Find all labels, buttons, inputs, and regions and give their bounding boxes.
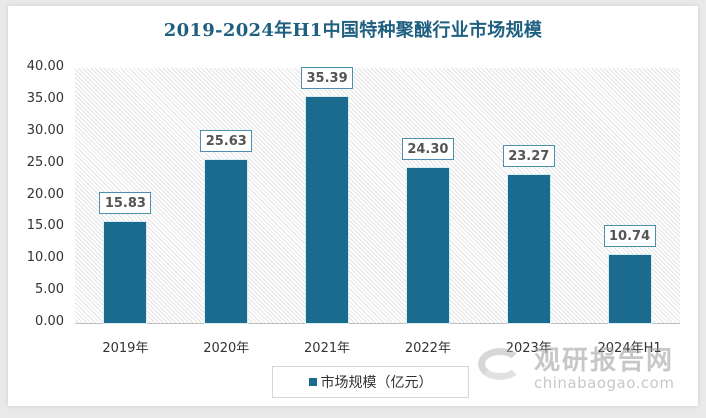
data-label: 24.30	[401, 138, 454, 161]
bar	[205, 159, 248, 323]
y-tick-label: 5.00	[35, 282, 64, 298]
x-tick-label: 2024年H1	[597, 341, 662, 356]
bar	[608, 254, 651, 323]
plot-area	[75, 68, 680, 323]
bar	[306, 97, 349, 323]
legend-label: 市场规模（亿元）	[320, 375, 433, 391]
x-tick-label: 2021年	[304, 341, 351, 356]
legend: 市场规模（亿元）	[272, 366, 469, 398]
x-tick-label: 2022年	[404, 341, 451, 356]
watermark-en: chinabaogao.com	[534, 374, 675, 392]
bar	[104, 222, 147, 323]
y-tick-label: 40.00	[26, 59, 64, 74]
bar	[406, 168, 449, 323]
y-tick-label: 15.00	[26, 218, 64, 234]
chart-title: 2019-2024年H1中国特种聚醚行业市场规模	[163, 20, 543, 41]
x-tick-label: 2020年	[203, 341, 250, 356]
y-tick-label: 25.00	[26, 154, 64, 170]
y-tick-label: 30.00	[26, 122, 64, 138]
data-label: 23.27	[502, 144, 555, 167]
watermark-logo-icon	[478, 348, 522, 380]
watermark: 观研报告网 chinabaogao.com	[478, 340, 698, 400]
x-axis-line	[75, 323, 680, 324]
x-tick-label: 2019年	[102, 341, 149, 356]
y-tick-label: 10.00	[26, 250, 64, 266]
data-label: 15.83	[99, 192, 152, 215]
x-tick-label: 2023年	[505, 341, 552, 356]
data-label: 35.39	[301, 67, 354, 90]
y-tick-label: 0.00	[35, 314, 64, 329]
y-tick-label: 20.00	[26, 186, 64, 202]
legend-swatch	[308, 378, 317, 386]
data-label: 10.74	[603, 224, 656, 247]
watermark-cn: 观研报告网	[534, 346, 675, 376]
bar	[507, 174, 550, 323]
data-label: 25.63	[200, 129, 253, 152]
y-tick-label: 35.00	[26, 90, 64, 106]
